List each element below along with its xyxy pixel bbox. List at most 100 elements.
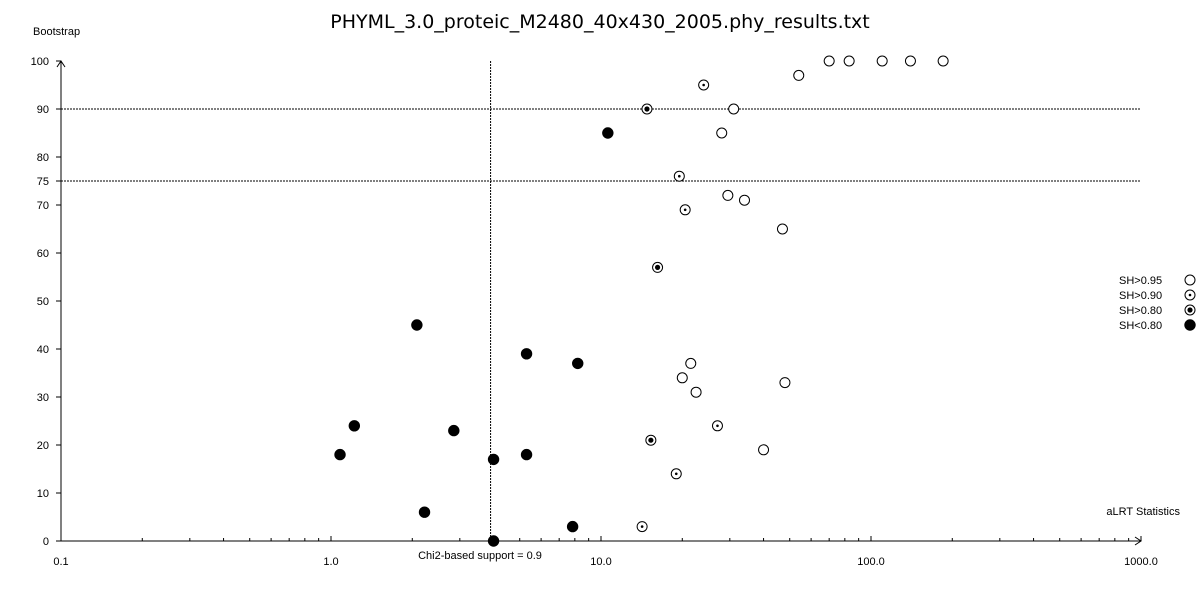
data-point-0: [823, 55, 835, 67]
y-tick-label: 40: [37, 344, 49, 356]
data-point-0: [937, 55, 949, 67]
marker-shape: [1184, 319, 1196, 331]
y-axis-label: Bootstrap: [33, 26, 80, 38]
marker-center: [716, 424, 719, 428]
marker-shape: [716, 127, 728, 139]
y-tick-label: 50: [37, 296, 49, 308]
marker-shape: [776, 223, 788, 235]
legend-marker: [1184, 304, 1196, 316]
marker-shape: [418, 506, 431, 518]
data-point-3: [487, 535, 500, 547]
data-point-0: [843, 55, 855, 67]
data-point-0: [793, 69, 805, 81]
y-tick-label: 70: [37, 200, 49, 212]
data-point-0: [904, 55, 916, 67]
marker-center: [683, 208, 687, 212]
data-point-3: [520, 448, 533, 461]
marker-shape: [722, 189, 734, 201]
marker-center: [648, 437, 654, 443]
data-point-2: [641, 103, 653, 115]
marker-shape: [1184, 274, 1196, 286]
legend-marker: [1184, 319, 1196, 331]
marker-shape: [487, 535, 500, 547]
data-point-1: [670, 468, 682, 480]
data-point-0: [676, 372, 688, 384]
legend-label: SH>0.90: [1119, 290, 1162, 302]
data-point-3: [487, 453, 500, 466]
data-point-2: [645, 434, 657, 446]
marker-shape: [876, 55, 888, 67]
data-point-0: [685, 357, 697, 369]
y-tick-label: 20: [37, 440, 49, 452]
y-tick-label: 0: [43, 536, 49, 548]
marker-center: [1188, 293, 1192, 297]
legend-marker: [1184, 274, 1196, 286]
marker-shape: [676, 372, 688, 384]
reference-lines: [61, 61, 1141, 541]
data-point-0: [779, 377, 791, 389]
x-tick-label: 10.0: [590, 556, 611, 568]
marker-shape: [566, 520, 579, 533]
data-point-0: [728, 103, 740, 115]
marker-shape: [690, 386, 702, 398]
marker-shape: [411, 319, 423, 331]
data-point-3: [572, 357, 584, 370]
data-point-0: [758, 444, 770, 456]
marker-center: [678, 174, 681, 178]
y-tick-label: 100: [31, 56, 49, 68]
marker-shape: [728, 103, 740, 115]
x-tick-label: 100.0: [857, 556, 885, 568]
data-point-1: [711, 420, 723, 432]
x-tick-label: 1000.0: [1124, 556, 1158, 568]
data-point-3: [334, 448, 346, 461]
legend-label: SH>0.95: [1119, 275, 1162, 287]
x-axis-label: aLRT Statistics: [1106, 506, 1180, 518]
legend-marker: [1184, 289, 1196, 301]
data-point-1: [679, 204, 691, 216]
data-point-1: [636, 521, 648, 533]
data-point-3: [411, 319, 423, 331]
x-tick-label: 0.1: [53, 556, 68, 568]
data-point-1: [673, 170, 685, 182]
marker-shape: [843, 55, 855, 67]
data-point-0: [690, 386, 702, 398]
data-point-0: [738, 194, 750, 206]
y-tick-label: 10: [37, 488, 49, 500]
data-points: [334, 55, 949, 547]
marker-shape: [738, 194, 750, 206]
marker-shape: [758, 444, 770, 456]
x-tick-label: 1.0: [323, 556, 338, 568]
marker-shape: [348, 420, 361, 432]
threshold-line-label: Chi2-based support = 0.9: [418, 550, 542, 562]
chart-title: PHYML_3.0_proteic_M2480_40x430_2005.phy_…: [330, 11, 870, 33]
data-point-3: [602, 127, 614, 139]
marker-shape: [448, 424, 460, 437]
marker-shape: [572, 357, 584, 370]
data-point-0: [776, 223, 788, 235]
marker-shape: [334, 448, 346, 461]
axes: 0.1 1.0 10.0 100.0 1000.0 0 10 20 30 40 50 60 70 75 80…: [31, 56, 1158, 568]
data-point-1: [698, 79, 710, 91]
data-point-0: [722, 189, 734, 201]
y-tick-label: 90: [37, 104, 49, 116]
marker-center: [654, 264, 661, 270]
marker-shape: [520, 348, 533, 360]
data-point-2: [652, 261, 664, 273]
marker-center: [640, 525, 644, 528]
legend: SH>0.95 SH>0.90 SH>0.80 SH<0.80: [1119, 274, 1196, 332]
data-point-3: [418, 506, 431, 518]
y-tick-label: 75: [37, 176, 49, 188]
marker-shape: [487, 453, 500, 466]
marker-shape: [685, 357, 697, 369]
marker-center: [1187, 307, 1193, 313]
marker-center: [644, 106, 650, 112]
marker-shape: [823, 55, 835, 67]
marker-shape: [937, 55, 949, 67]
marker-center: [702, 83, 705, 87]
data-point-3: [520, 348, 533, 360]
data-point-0: [876, 55, 888, 67]
marker-shape: [793, 69, 805, 81]
marker-shape: [602, 127, 614, 139]
y-tick-label: 80: [37, 152, 49, 164]
marker-center: [674, 472, 678, 476]
